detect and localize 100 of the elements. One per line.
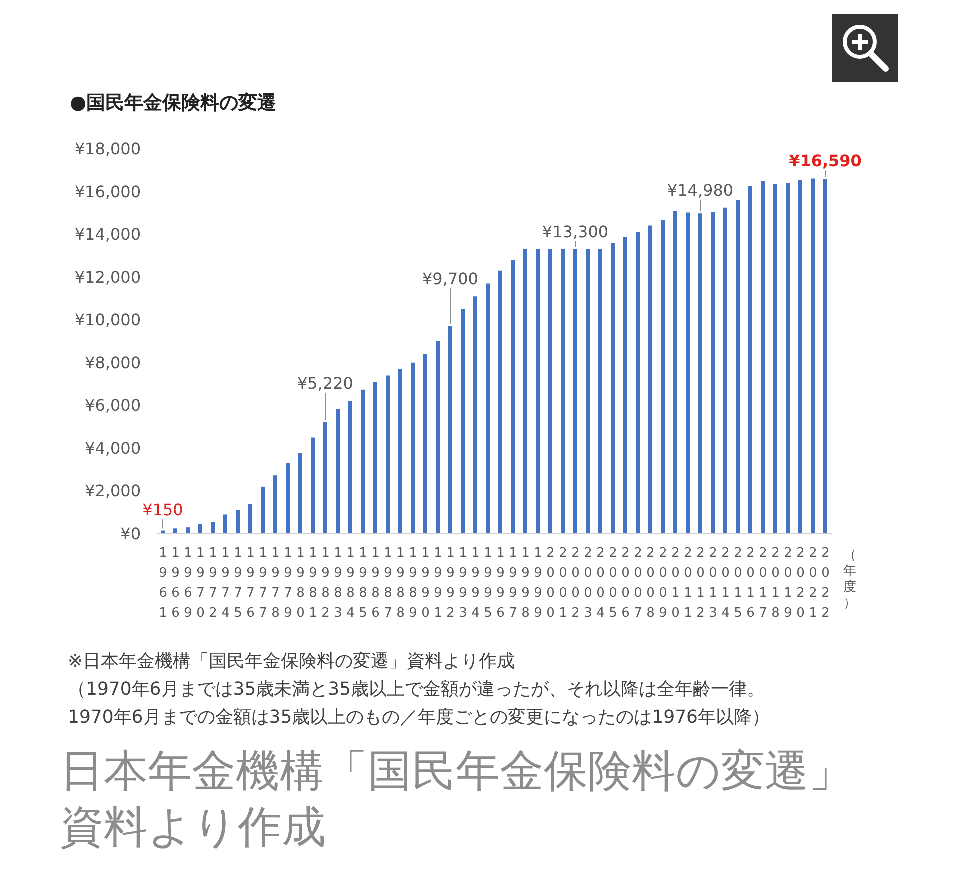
x-tick-label: 1974 xyxy=(222,546,230,621)
text: （1970年6月までは35歳未満と35歳以上で金額が違ったが、それ以降は全年齢一律。 xyxy=(68,678,766,702)
bar xyxy=(236,510,240,534)
bar xyxy=(436,342,440,534)
x-tick-label: 1979 xyxy=(284,546,292,621)
x-tick-label: 1998 xyxy=(522,546,530,621)
x-tick-label: 1992 xyxy=(446,546,455,621)
bar xyxy=(611,244,615,534)
chart-title: ●国民年金保険料の変遷 xyxy=(70,91,277,116)
bar xyxy=(624,238,628,534)
x-tick-label: 1980 xyxy=(296,546,305,621)
x-tick-label: 1966 xyxy=(172,546,180,621)
bar xyxy=(211,522,215,534)
bar xyxy=(648,226,652,534)
y-tick-label: ¥16,000 xyxy=(74,182,141,202)
x-tick-label: 2009 xyxy=(659,546,668,621)
bar xyxy=(186,528,190,534)
bar xyxy=(286,463,290,534)
data-label: ¥150 xyxy=(142,500,184,520)
bar xyxy=(736,200,740,534)
x-tick-label: 1981 xyxy=(309,546,318,621)
y-tick-label: ¥4,000 xyxy=(85,438,141,458)
x-tick-label: 2000 xyxy=(546,546,555,621)
x-tick-label: 1972 xyxy=(209,546,218,621)
x-tick-label: 1969 xyxy=(184,546,192,621)
bar xyxy=(474,296,478,534)
bar xyxy=(261,486,265,534)
x-tick-label: 2019 xyxy=(784,546,792,621)
bar xyxy=(524,250,528,534)
x-tick-label: 2004 xyxy=(596,546,605,621)
x-tick-label: 2002 xyxy=(572,546,580,621)
x-tick-label: 1982 xyxy=(322,546,330,621)
bar xyxy=(598,250,602,534)
data-label: ¥13,300 xyxy=(542,222,609,242)
bar xyxy=(686,212,690,534)
bar xyxy=(674,211,678,534)
data-label: ¥16,590 xyxy=(789,152,862,171)
x-tick-label: 1989 xyxy=(409,546,418,621)
x-tick-label: 1977 xyxy=(259,546,268,621)
bar xyxy=(774,184,778,534)
bar xyxy=(786,183,790,534)
x-tick-label: 1990 xyxy=(422,546,430,621)
bar xyxy=(398,369,402,534)
bar xyxy=(198,524,202,534)
x-tick-label: 2008 xyxy=(646,546,655,621)
bar xyxy=(498,270,502,534)
y-tick-label: ¥2,000 xyxy=(85,482,141,501)
x-tick-label: 1983 xyxy=(334,546,342,621)
text: 1970年6月までの金額は35歳以上のもの／年度ごとの変更になったのは1976年以降） xyxy=(68,706,770,730)
y-tick-label: ¥6,000 xyxy=(85,396,141,416)
y-tick-label: ¥8,000 xyxy=(85,353,141,372)
x-tick-label: 2017 xyxy=(759,546,768,621)
bar xyxy=(224,514,228,534)
x-tick-label: 2020 xyxy=(796,546,805,621)
x-tick-label: 1961 xyxy=(159,546,168,621)
x-tick-label: 2006 xyxy=(622,546,630,621)
x-tick-label: 2003 xyxy=(584,546,592,621)
x-axis-title: （年度） xyxy=(844,548,856,612)
bar xyxy=(748,186,752,534)
x-tick-label: 2007 xyxy=(634,546,642,621)
data-label: ¥14,980 xyxy=(667,180,734,200)
bar xyxy=(448,326,452,534)
bar xyxy=(574,250,578,534)
x-tick-label: 1987 xyxy=(384,546,392,621)
bar xyxy=(511,260,515,534)
bar xyxy=(248,504,252,534)
x-tick-label: 2013 xyxy=(709,546,718,621)
text: ※日本年金機構「国民年金保険料の変遷」資料より作成 xyxy=(68,650,516,674)
x-tick-label: 1993 xyxy=(459,546,468,621)
bar xyxy=(586,250,590,534)
y-tick-label: ¥18,000 xyxy=(74,140,141,158)
bar xyxy=(361,390,365,534)
x-tick-label: 2005 xyxy=(609,546,618,621)
bar xyxy=(274,476,278,534)
x-tick-label: 1996 xyxy=(496,546,505,621)
bar xyxy=(698,214,702,534)
x-tick-label: 2011 xyxy=(684,546,692,621)
bar xyxy=(661,220,665,534)
bar xyxy=(486,284,490,534)
bar xyxy=(424,354,428,534)
bar xyxy=(798,180,802,534)
bar xyxy=(548,250,552,534)
y-tick-label: ¥12,000 xyxy=(74,268,141,287)
y-tick-label: ¥14,000 xyxy=(74,225,141,244)
bar xyxy=(761,181,765,534)
x-tick-label: 1978 xyxy=(272,546,280,621)
x-tick-label: 1985 xyxy=(359,546,368,621)
bar xyxy=(348,400,352,534)
x-tick-label: 1994 xyxy=(472,546,480,621)
y-tick-label: ¥0 xyxy=(120,524,141,544)
x-tick-label: 1986 xyxy=(372,546,380,621)
x-tick-label: 1995 xyxy=(484,546,492,621)
x-tick-label: 1991 xyxy=(434,546,442,621)
x-tick-label: 1975 xyxy=(234,546,242,621)
bar xyxy=(461,309,465,534)
data-label: ¥9,700 xyxy=(422,270,478,289)
text: 日本年金機構「国民年金保険料の変遷」資料より作成 xyxy=(60,745,854,855)
y-tick-label: ¥10,000 xyxy=(74,310,141,330)
x-tick-label: 1999 xyxy=(534,546,542,621)
bar xyxy=(824,179,828,534)
